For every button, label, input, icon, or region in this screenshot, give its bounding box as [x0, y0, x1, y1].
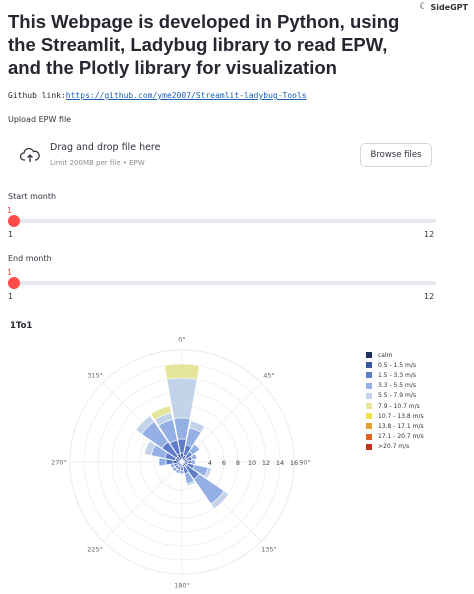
wind-bar-segment	[175, 468, 181, 474]
radial-tick-label: 6	[222, 459, 226, 467]
legend-item[interactable]: 0.5 - 1.5 m/s	[366, 360, 424, 370]
wind-bar-segment	[190, 453, 198, 461]
slider-track-bg	[8, 281, 436, 285]
sidegpt-label: SideGPT	[430, 2, 468, 12]
legend-label: >20.7 m/s	[378, 443, 410, 451]
legend-label: 7.9 - 10.7 m/s	[378, 402, 420, 410]
browse-files-button[interactable]: Browse files	[360, 143, 432, 167]
wind-bar-segment	[189, 420, 206, 434]
slider-thumb[interactable]	[8, 277, 20, 289]
drag-drop-text: Drag and drop file here	[50, 142, 161, 153]
wind-bar-segment	[171, 466, 178, 473]
cloud-upload-icon	[20, 147, 40, 162]
legend-swatch	[366, 443, 372, 450]
legend-label: 3.3 - 5.5 m/s	[378, 382, 416, 390]
legend-item[interactable]: 5.5 - 7.9 m/s	[366, 391, 424, 401]
legend-item[interactable]: 3.3 - 5.5 m/s	[366, 381, 424, 391]
slider-track-bg	[8, 219, 436, 223]
legend-swatch	[366, 352, 372, 359]
wind-bar-segment	[135, 415, 155, 435]
radial-tick-label: 10	[248, 459, 256, 467]
chart-legend: calm 0.5 - 1.5 m/s 1.5 - 3.3 m/s 3.3 - 5.5 …	[366, 350, 424, 452]
wind-bar-segment	[179, 469, 185, 475]
legend-label: 13.8 - 17.1 m/s	[378, 422, 424, 430]
legend-item[interactable]: calm	[366, 350, 424, 360]
chart-title: 1To1	[10, 321, 33, 331]
slider-thumb[interactable]	[8, 215, 20, 227]
start-month-min: 1	[8, 230, 14, 239]
angular-tick-label: 45°	[263, 372, 275, 380]
upload-label: Upload EPW file	[8, 115, 72, 124]
legend-label: 0.5 - 1.5 m/s	[378, 361, 416, 369]
legend-label: 17.1 - 20.7 m/s	[378, 433, 424, 441]
end-month-min: 1	[8, 292, 14, 301]
page-title: This Webpage is developed in Python, usi…	[8, 11, 400, 78]
angular-tick-label: 270°	[51, 459, 67, 467]
legend-swatch	[366, 433, 372, 440]
legend-swatch	[366, 392, 372, 399]
wind-bar-segment	[186, 480, 196, 487]
angular-tick-label: 0°	[178, 336, 185, 344]
legend-swatch	[366, 413, 372, 420]
legend-swatch	[366, 372, 372, 379]
wind-rose-chart: 4 6 8 10 12 14 16 0° 45° 90° 135° 180° 225° 270° 315°	[51, 336, 311, 590]
wind-bar-segment	[210, 490, 230, 510]
angular-tick-label: 90°	[299, 459, 311, 467]
wind-bar-segment	[188, 443, 201, 456]
wind-bar-segment	[144, 440, 156, 456]
end-month-max: 12	[424, 292, 435, 301]
legend-item[interactable]: 7.9 - 10.7 m/s	[366, 401, 424, 411]
legend-label: 10.7 - 13.8 m/s	[378, 412, 424, 420]
start-month-slider[interactable]	[8, 215, 436, 227]
wind-bar-segment	[170, 463, 176, 469]
radial-tick-label: 16	[290, 459, 298, 467]
github-line: Github link:https://github.com/yme2007/S…	[8, 91, 307, 100]
polar-spoke	[102, 461, 183, 542]
legend-item[interactable]: 17.1 - 20.7 m/s	[366, 432, 424, 442]
angular-tick-label: 180°	[174, 582, 190, 590]
legend-item[interactable]: 1.5 - 3.3 m/s	[366, 370, 424, 380]
legend-swatch	[366, 403, 372, 410]
legend-item[interactable]: 13.8 - 17.1 m/s	[366, 421, 424, 431]
end-month-value: 1	[7, 268, 13, 277]
start-month-max: 12	[424, 230, 435, 239]
angular-tick-label: 135°	[261, 545, 277, 553]
legend-swatch	[366, 382, 372, 389]
angular-tick-label: 225°	[87, 545, 103, 553]
upload-limit-text: Limit 200MB per file • EPW	[50, 159, 145, 167]
legend-label: 1.5 - 3.3 m/s	[378, 371, 416, 379]
end-month-label: End month	[8, 254, 52, 263]
wind-bar-segment	[191, 459, 196, 465]
github-link[interactable]: https://github.com/yme2007/Streamlit-lad…	[65, 91, 307, 100]
wind-bar-segment	[203, 467, 212, 479]
legend-swatch	[366, 362, 372, 369]
file-dropzone[interactable]: Drag and drop file here Limit 200MB per …	[8, 133, 436, 179]
radial-tick-label: 4	[208, 459, 212, 467]
angular-tick-label: 315°	[87, 372, 103, 380]
radial-tick-label: 12	[262, 459, 270, 467]
wind-bar-segment	[158, 457, 167, 467]
radial-tick-label: 8	[236, 459, 240, 467]
wind-bar-segment	[164, 363, 200, 380]
radial-tick-label: 14	[276, 459, 284, 467]
legend-swatch	[366, 423, 372, 430]
sidegpt-badge[interactable]: ☾ SideGPT	[419, 2, 468, 12]
legend-item[interactable]: 10.7 - 13.8 m/s	[366, 411, 424, 421]
legend-label: 5.5 - 7.9 m/s	[378, 392, 416, 400]
end-month-slider[interactable]	[8, 277, 436, 289]
wind-bar-segment	[150, 405, 172, 421]
sidegpt-logo-icon: ☾	[419, 2, 428, 12]
github-prefix: Github link:	[8, 91, 66, 100]
legend-label: calm	[378, 351, 393, 359]
start-month-value: 1	[7, 206, 13, 215]
legend-item[interactable]: >20.7 m/s	[366, 442, 424, 452]
start-month-label: Start month	[8, 192, 57, 201]
